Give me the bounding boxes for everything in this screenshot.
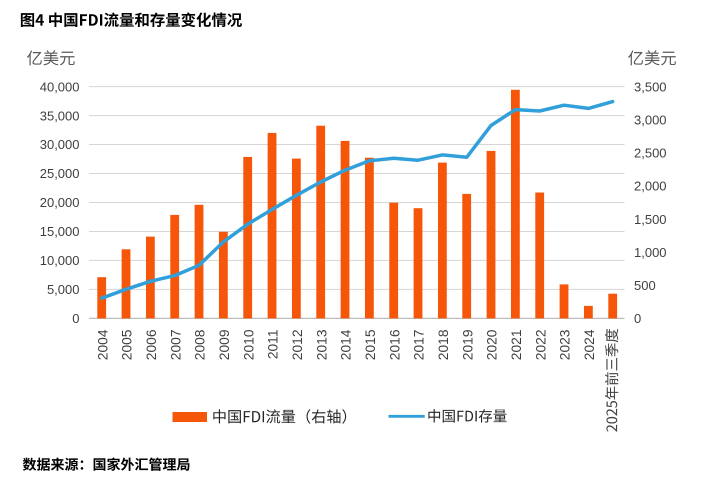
svg-text:2024: 2024 <box>582 329 597 360</box>
svg-text:2009: 2009 <box>217 329 232 360</box>
svg-text:2019: 2019 <box>460 329 475 360</box>
svg-text:2010: 2010 <box>241 329 256 360</box>
svg-text:2014: 2014 <box>339 329 354 360</box>
svg-text:2015: 2015 <box>363 329 378 360</box>
svg-text:3,000: 3,000 <box>634 112 667 127</box>
svg-text:2004: 2004 <box>95 329 110 360</box>
svg-text:1,500: 1,500 <box>634 212 667 227</box>
svg-text:2008: 2008 <box>193 329 208 360</box>
svg-text:2,500: 2,500 <box>634 146 667 161</box>
svg-text:2007: 2007 <box>168 330 183 361</box>
svg-text:500: 500 <box>634 278 656 293</box>
svg-text:2005: 2005 <box>120 329 135 360</box>
svg-text:2023: 2023 <box>558 329 573 360</box>
svg-text:40,000: 40,000 <box>40 79 80 94</box>
svg-text:2021: 2021 <box>509 330 524 361</box>
svg-text:15,000: 15,000 <box>40 224 80 239</box>
svg-text:2017: 2017 <box>412 330 427 361</box>
svg-text:0: 0 <box>72 311 79 326</box>
svg-text:2016: 2016 <box>387 329 402 360</box>
svg-text:10,000: 10,000 <box>40 253 80 268</box>
svg-text:2012: 2012 <box>290 330 305 361</box>
svg-text:25,000: 25,000 <box>40 166 80 181</box>
svg-text:2006: 2006 <box>144 329 159 360</box>
svg-text:30,000: 30,000 <box>40 137 80 152</box>
svg-text:2013: 2013 <box>314 329 329 360</box>
svg-text:20,000: 20,000 <box>40 195 80 210</box>
svg-text:2020: 2020 <box>485 329 500 360</box>
svg-text:0: 0 <box>634 311 641 326</box>
svg-text:35,000: 35,000 <box>40 108 80 123</box>
svg-text:2011: 2011 <box>266 330 281 360</box>
svg-text:5,000: 5,000 <box>47 282 80 297</box>
svg-text:2,000: 2,000 <box>634 179 667 194</box>
svg-text:2018: 2018 <box>436 329 451 360</box>
svg-text:2022: 2022 <box>533 330 548 361</box>
svg-text:1,000: 1,000 <box>634 245 667 260</box>
svg-text:3,500: 3,500 <box>634 79 667 94</box>
